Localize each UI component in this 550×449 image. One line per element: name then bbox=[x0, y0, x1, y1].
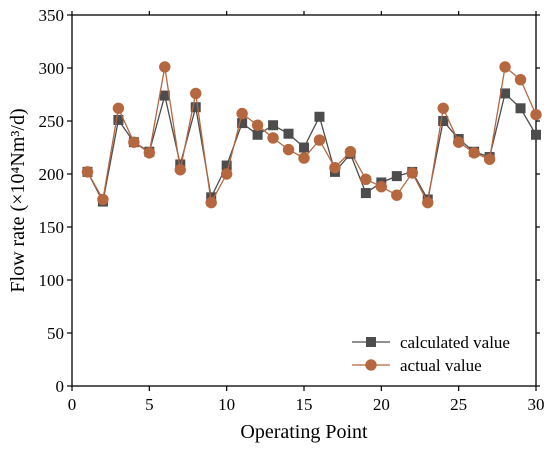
y-tick-label: 200 bbox=[39, 165, 65, 184]
data-point bbox=[81, 166, 94, 178]
data-point bbox=[267, 132, 279, 144]
series-1 bbox=[81, 61, 542, 209]
data-point bbox=[298, 152, 310, 164]
data-point bbox=[422, 196, 434, 209]
data-point bbox=[438, 116, 449, 126]
x-tick-label: 20 bbox=[373, 395, 390, 414]
series-line bbox=[86, 65, 537, 205]
data-point bbox=[468, 147, 480, 159]
data-point bbox=[97, 193, 109, 206]
data-point bbox=[360, 173, 372, 186]
data-point bbox=[159, 90, 170, 101]
data-point bbox=[190, 87, 202, 100]
data-point bbox=[314, 111, 325, 122]
series-line bbox=[86, 92, 537, 204]
data-point bbox=[190, 102, 201, 113]
legend-marker bbox=[366, 337, 376, 347]
y-tick-label: 250 bbox=[39, 112, 65, 131]
legend: calculated value actual value bbox=[352, 333, 510, 375]
data-point bbox=[283, 128, 294, 139]
data-point bbox=[391, 171, 402, 182]
data-point bbox=[174, 164, 186, 176]
data-point bbox=[282, 143, 295, 156]
data-point bbox=[452, 136, 465, 148]
y-tick-label: 300 bbox=[39, 59, 65, 78]
data-point bbox=[483, 153, 496, 165]
data-point bbox=[299, 142, 309, 153]
data-point bbox=[252, 129, 263, 140]
data-point bbox=[375, 181, 388, 193]
data-point bbox=[515, 103, 526, 114]
y-tick-label: 0 bbox=[56, 377, 65, 396]
data-point bbox=[159, 61, 171, 73]
y-tick-label: 100 bbox=[39, 271, 65, 290]
data-point bbox=[360, 188, 371, 199]
data-point bbox=[128, 136, 140, 148]
y-tick-label: 350 bbox=[39, 6, 65, 25]
data-point bbox=[391, 189, 403, 201]
series-layer bbox=[81, 61, 542, 209]
data-point bbox=[437, 102, 449, 114]
data-point bbox=[313, 134, 326, 146]
y-tick-label: 50 bbox=[47, 324, 64, 343]
data-point bbox=[112, 102, 125, 114]
data-point bbox=[143, 147, 156, 159]
x-tick-label: 10 bbox=[218, 395, 235, 414]
x-axis-title: Operating Point bbox=[240, 421, 368, 443]
data-point bbox=[268, 120, 279, 131]
data-point bbox=[236, 107, 248, 120]
data-point bbox=[514, 73, 527, 86]
data-point bbox=[500, 88, 511, 99]
y-tick-label: 150 bbox=[39, 218, 65, 237]
data-point bbox=[113, 114, 124, 125]
data-point bbox=[220, 168, 233, 180]
x-tick-label: 5 bbox=[145, 395, 154, 414]
x-tick-label: 15 bbox=[296, 395, 313, 414]
legend-marker bbox=[365, 359, 377, 371]
series-0 bbox=[82, 88, 541, 207]
data-point bbox=[251, 119, 264, 131]
legend-label: actual value bbox=[400, 356, 482, 375]
x-tick-label: 30 bbox=[528, 395, 545, 414]
data-point bbox=[344, 146, 357, 158]
x-tick-label: 25 bbox=[450, 395, 467, 414]
data-point bbox=[499, 61, 511, 73]
plot-frame bbox=[71, 14, 537, 387]
data-point bbox=[531, 129, 541, 140]
data-point bbox=[406, 167, 418, 179]
y-axis-title: Flow rate (×10⁴Nm³/d) bbox=[7, 108, 29, 292]
data-point bbox=[329, 161, 341, 174]
legend-label: calculated value bbox=[400, 333, 510, 352]
data-point bbox=[530, 108, 542, 121]
x-tick-label: 0 bbox=[68, 395, 77, 414]
data-point bbox=[205, 196, 217, 209]
